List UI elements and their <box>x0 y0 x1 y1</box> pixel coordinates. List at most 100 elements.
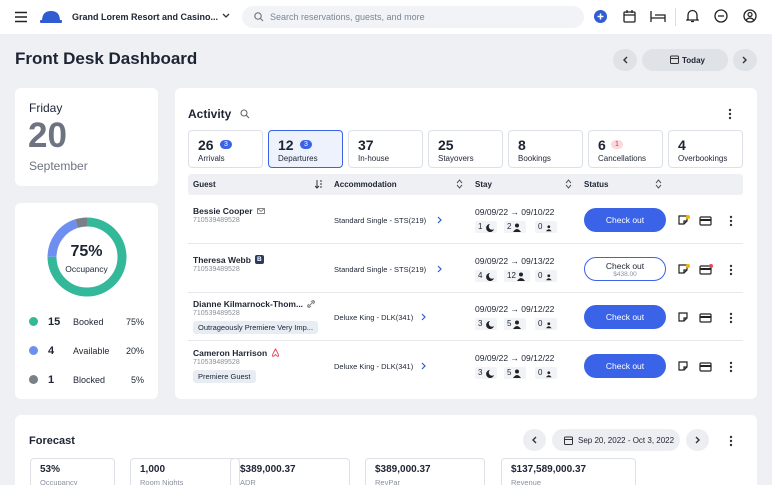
more-icon[interactable] <box>729 435 733 447</box>
tab-count: 6 <box>598 137 606 153</box>
prev-button[interactable] <box>523 429 546 451</box>
note-icon[interactable] <box>678 263 690 276</box>
stay-dates: 09/09/22 → 09/12/22 <box>475 352 555 363</box>
tab[interactable]: 6 1 Cancellations <box>588 130 663 168</box>
check-out-button[interactable]: Check out $438.00 <box>584 256 666 281</box>
chevron[interactable] <box>437 216 443 224</box>
accommodation[interactable]: Standard Single - STS(219) <box>334 264 427 274</box>
adults-count: 5 <box>507 319 512 328</box>
table-row: Bessie Cooper 710539489528 Standard Single… <box>188 196 743 244</box>
more-icon[interactable] <box>729 264 733 276</box>
bed-icon[interactable] <box>650 11 666 22</box>
card-icon[interactable] <box>699 312 713 324</box>
note-icon[interactable] <box>678 215 690 227</box>
children-count: 0 <box>538 270 543 280</box>
tab-count: 25 <box>438 137 454 153</box>
tab[interactable]: 37 In-house <box>348 130 423 168</box>
search-icon[interactable] <box>240 109 250 119</box>
check-out-button[interactable]: Check out <box>584 305 666 329</box>
tab[interactable]: 25 Stayovers <box>428 130 503 168</box>
legend-percent: 20% <box>125 346 144 356</box>
more-icon[interactable] <box>729 361 733 373</box>
next-button[interactable] <box>733 49 757 71</box>
column-header[interactable]: Stay <box>475 180 492 189</box>
guest-name[interactable]: Theresa Webb <box>193 254 251 265</box>
stay-children: 0 <box>535 366 557 379</box>
guest-name[interactable]: Bessie Cooper <box>193 206 253 216</box>
today-label: Today <box>682 56 705 65</box>
menu-icon[interactable] <box>15 11 28 23</box>
guest-id: 710539489528 <box>193 358 240 366</box>
occupancy-donut <box>47 217 127 297</box>
adults-icon <box>513 223 521 232</box>
metric-card: 53% Occupancy <box>30 458 115 485</box>
guest-name[interactable]: Dianne Kilmarnock-Thom... <box>193 299 304 309</box>
sort-icon[interactable] <box>315 179 322 189</box>
hotel-name[interactable]: Grand Lorem Resort and Casino... <box>72 12 219 22</box>
guest-tag: Premiere Guest <box>193 369 256 383</box>
search-box[interactable]: Search reservations, guests, and more <box>242 6 584 28</box>
check-out-button[interactable]: Check out <box>584 208 666 232</box>
today-button[interactable]: Today <box>642 49 728 71</box>
column-header[interactable]: Status <box>584 180 609 189</box>
chevron[interactable] <box>421 362 427 370</box>
chevron[interactable] <box>437 265 443 273</box>
card-icon[interactable] <box>699 361 713 373</box>
date-range-button[interactable]: Sep 20, 2022 - Oct 3, 2022 <box>552 429 680 451</box>
adults-icon <box>513 369 521 378</box>
calendar-icon[interactable] <box>623 10 636 23</box>
column-header[interactable]: Guest <box>193 180 216 189</box>
add-button[interactable] <box>594 10 607 23</box>
more-icon[interactable] <box>729 312 733 324</box>
tab-label: In-house <box>358 154 390 163</box>
chevron[interactable] <box>421 313 427 321</box>
metric-value: 53% <box>40 464 61 475</box>
page-title: Front Desk Dashboard <box>15 49 198 68</box>
more-icon[interactable] <box>728 108 732 120</box>
accommodation[interactable]: Deluxe King - DLK(341) <box>334 313 414 322</box>
check-out-button[interactable]: Check out <box>584 353 666 378</box>
date-range: Sep 20, 2022 - Oct 3, 2022 <box>578 436 675 445</box>
sort-icon[interactable] <box>456 179 463 189</box>
note-icon[interactable] <box>678 312 690 324</box>
chevron[interactable] <box>222 13 230 19</box>
accommodation[interactable]: Standard Single - STS(219) <box>334 216 427 225</box>
accommodation[interactable]: Deluxe King - DLK(341) <box>334 361 414 371</box>
next-button[interactable] <box>686 429 709 451</box>
stay-adults: 2 <box>504 221 526 233</box>
mail-icon <box>256 208 265 214</box>
metric-label: RevPar <box>375 478 401 485</box>
adults-icon <box>513 320 521 329</box>
more-icon[interactable] <box>729 215 733 227</box>
check-out-label: Check out <box>605 360 645 371</box>
stay-adults: 12 <box>504 269 530 282</box>
card-icon[interactable] <box>699 263 713 276</box>
forecast-card: Forecast Sep 20, 2022 - Oct 3, 2022 53% O… <box>15 415 757 485</box>
column-header[interactable]: Accommodation <box>334 180 397 189</box>
metric-card: 1,000 Room Nights <box>130 458 240 485</box>
adults-icon <box>517 272 525 281</box>
support-icon[interactable] <box>713 9 729 23</box>
tab[interactable]: 4 Overbookings <box>668 130 743 168</box>
table-header: Guest Accommodation Stay Status <box>188 174 743 195</box>
note-icon[interactable] <box>678 360 690 373</box>
sort-icon[interactable] <box>655 179 662 189</box>
profile-icon[interactable] <box>743 9 757 23</box>
nights-icon <box>486 272 494 281</box>
stay-children: 0 <box>535 318 557 330</box>
tab[interactable]: 12 3 Departures <box>268 130 343 168</box>
bell-icon[interactable] <box>686 9 699 23</box>
airbnb-icon <box>272 347 280 357</box>
tab[interactable]: 8 Bookings <box>508 130 583 168</box>
card-icon[interactable] <box>699 215 713 227</box>
table-row: Theresa Webb B 710539489528 Standard Single… <box>188 245 743 293</box>
prev-button[interactable] <box>613 49 637 71</box>
occupancy-label: Occupancy <box>65 264 108 274</box>
sort-icon[interactable] <box>565 179 572 189</box>
guest-name[interactable]: Cameron Harrison <box>193 347 268 358</box>
tab[interactable]: 26 3 Arrivals <box>188 130 263 168</box>
tab-label: Arrivals <box>198 154 225 163</box>
nights-count: 4 <box>478 270 483 280</box>
legend-label: Blocked <box>73 375 106 385</box>
nights-count: 1 <box>478 222 483 231</box>
